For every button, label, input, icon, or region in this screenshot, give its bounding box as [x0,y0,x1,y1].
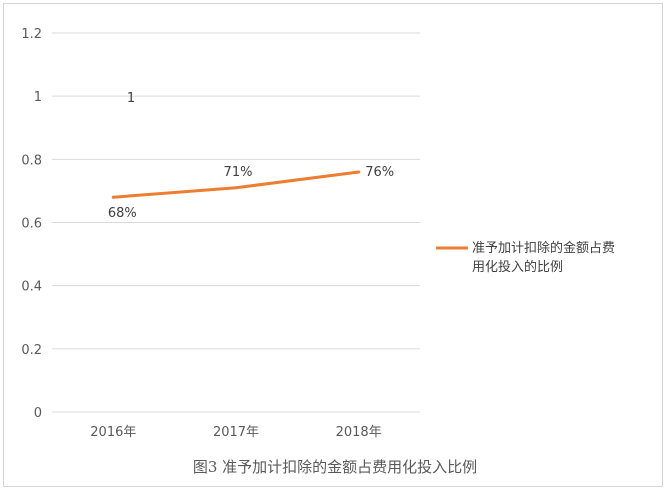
y-tick-label-4: 0.8 [21,153,42,168]
chart-frame [3,3,663,487]
y-tick-label-5: 1 [34,90,42,105]
data-label-1: 71% [224,165,253,180]
y-tick-label-0: 0 [34,406,42,421]
data-labels: 68% 71% 76% [108,165,394,221]
legend[interactable]: 准予加计扣除的金额占费 用化投入的比例 [436,240,615,275]
figure-caption: 图3 准予加计扣除的金额占费用化投入比例 [193,458,477,476]
legend-label-line-1: 准予加计扣除的金额占费 [472,240,615,256]
data-label-2: 76% [365,165,394,180]
y-tick-label-3: 0.6 [21,217,42,232]
data-label-0: 68% [108,206,137,221]
legend-label-line-2: 用化投入的比例 [472,259,563,275]
y-tick-label-6: 1.2 [21,27,42,42]
y-tick-label-2: 0.4 [21,280,42,295]
y-tick-label-1: 0.2 [21,343,42,358]
gridlines [52,32,420,413]
x-tick-label-0: 2016年 [90,425,136,440]
data-point-0 [111,195,115,199]
data-point-1 [234,186,238,190]
data-point-2 [357,170,361,174]
x-tick-label-1: 2017年 [213,425,259,440]
y-axis-ticks: 0 0.2 0.4 0.6 0.8 1 1.2 [21,27,42,421]
series-group [111,170,361,199]
x-tick-label-2: 2018年 [336,425,382,440]
annotation-1: 1 [127,91,135,106]
x-axis-ticks: 2016年 2017年 2018年 [90,425,381,440]
